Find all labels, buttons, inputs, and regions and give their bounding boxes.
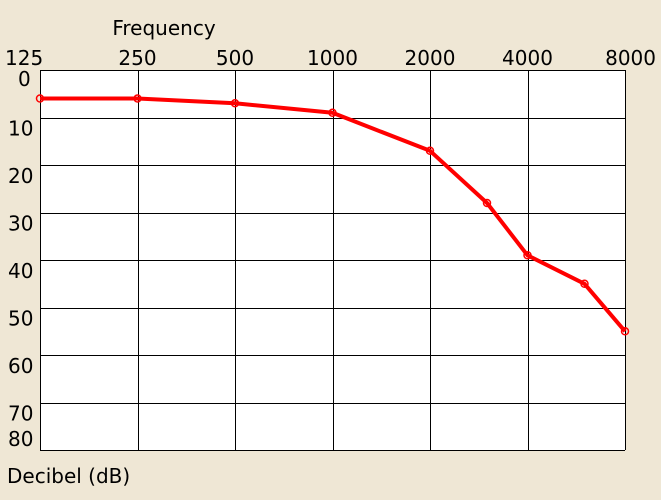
x-tick-label: 125 [5,46,43,70]
y-tick-label: 20 [8,164,33,188]
y-tick-label: 30 [8,212,33,236]
data-point [580,279,589,289]
data-point [523,251,532,260]
y-tick-label: 40 [8,259,33,283]
x-axis-title: Frequency [112,16,215,40]
y-tick-label: 10 [8,117,33,141]
data-point [425,146,435,156]
x-tick-labels: 125 250 500 1000 2000 4000 8000 [5,46,656,70]
y-tick-label: 80 [8,427,33,451]
y-tick-label: 50 [8,307,33,331]
y-tick-label: 0 [18,67,31,91]
data-point [133,94,142,103]
y-tick-label: 60 [8,354,33,378]
data-point [482,198,492,208]
grid [40,70,626,451]
y-tick-label: 70 [8,402,33,426]
x-tick-label: 2000 [405,46,456,70]
data-point [230,99,240,108]
data-point [620,327,630,336]
x-tick-label: 4000 [502,46,553,70]
x-tick-label: 1000 [307,46,358,70]
y-axis-title: Decibel (dB) [7,464,130,488]
x-tick-label: 500 [216,46,254,70]
series-group [35,94,630,336]
data-point [328,108,337,118]
x-tick-label: 250 [118,46,156,70]
x-tick-label: 8000 [605,46,656,70]
series-line [40,96,627,333]
data-point [35,94,45,103]
